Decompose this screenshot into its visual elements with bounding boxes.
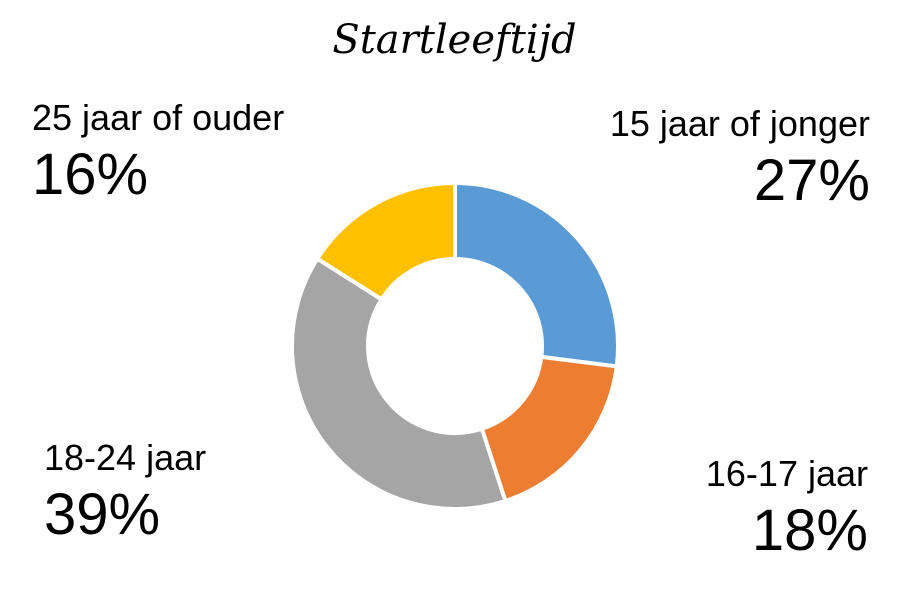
donut-slice-18-24-jaar	[290, 255, 508, 511]
callout-18-24: 18-24 jaar 39%	[44, 436, 424, 550]
slice-percentage: 18%	[751, 498, 868, 563]
slice-percentage: 27%	[753, 148, 870, 213]
chart-title: Startleeftijd	[332, 17, 577, 63]
callout-16-17: 16-17 jaar 18%	[488, 452, 868, 566]
donut-slice-16-17-jaar	[479, 354, 619, 504]
slice-percentage: 39%	[44, 482, 161, 547]
callout-25-plus: 25 jaar of ouder 16%	[32, 96, 412, 210]
slice-percentage: 16%	[32, 142, 149, 207]
slice-label: 25 jaar of ouder	[32, 97, 285, 138]
slice-label: 18-24 jaar	[44, 437, 207, 478]
callout-15-and-younger: 15 jaar of jonger 27%	[490, 102, 870, 216]
slice-label: 15 jaar of jonger	[609, 103, 870, 144]
donut-slice-25-jaar-of-ouder	[314, 180, 457, 303]
donut-slice-15-jaar-of-jonger	[453, 180, 620, 369]
slice-label: 16-17 jaar	[705, 453, 868, 494]
